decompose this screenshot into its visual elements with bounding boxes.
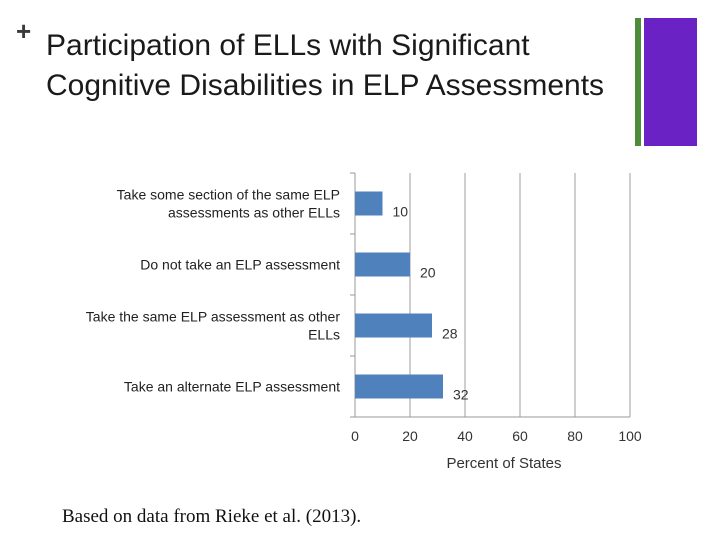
bar [355, 374, 443, 399]
x-tick-label: 20 [402, 428, 418, 444]
value-label: 20 [420, 265, 436, 281]
value-label: 32 [453, 387, 469, 403]
value-label: 28 [442, 326, 458, 342]
category-label: assessments as other ELLs [168, 205, 340, 221]
x-tick-labels: 0 20 40 60 80 100 [351, 428, 642, 444]
x-tick-label: 0 [351, 428, 359, 444]
bar [355, 191, 383, 216]
category-labels: Take some section of the same ELP assessm… [86, 187, 341, 395]
x-tick-label: 100 [618, 428, 642, 444]
category-label: Take an alternate ELP assessment [124, 379, 340, 395]
accent-bar-purple [644, 18, 697, 146]
category-label: Take some section of the same ELP [117, 187, 340, 203]
bar [355, 313, 432, 338]
accent-bar-green [635, 18, 641, 146]
x-tick-label: 60 [512, 428, 528, 444]
source-note: Based on data from Rieke et al. (2013). [62, 506, 362, 527]
category-label: ELLs [308, 327, 340, 343]
slide-title: Participation of ELLs with Significant C… [46, 29, 605, 102]
bar [355, 252, 410, 277]
category-label: Take the same ELP assessment as other [86, 309, 341, 325]
x-tick-label: 80 [567, 428, 583, 444]
plus-icon: + [16, 16, 32, 46]
value-label: 10 [393, 204, 409, 220]
x-tick-label: 40 [457, 428, 473, 444]
category-label: Do not take an ELP assessment [140, 257, 340, 273]
bar-chart: Take some section of the same ELP assessm… [86, 172, 642, 472]
bars [355, 191, 443, 399]
x-axis-label: Percent of States [446, 455, 561, 472]
value-labels: 10 20 28 32 [393, 204, 469, 403]
